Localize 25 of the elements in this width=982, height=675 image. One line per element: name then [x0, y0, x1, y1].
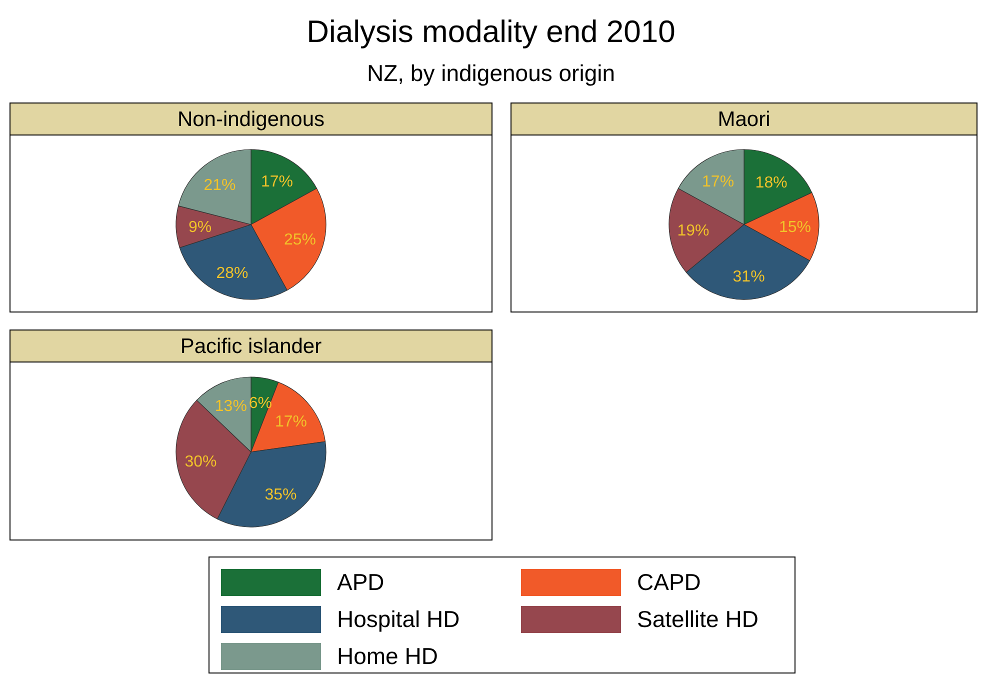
legend-label: APD	[337, 569, 384, 595]
data-label: 17%	[702, 174, 734, 191]
chart-title: Pacific islander	[180, 335, 322, 358]
data-label: 18%	[755, 174, 788, 192]
chart-title: Non-indigenous	[177, 108, 325, 131]
chart-title: Maori	[718, 108, 770, 131]
data-label: 17%	[275, 413, 308, 430]
data-label: 30%	[184, 454, 217, 471]
data-label: 9%	[188, 219, 212, 236]
legend-label: Hospital HD	[337, 606, 460, 632]
data-label: 13%	[214, 398, 247, 416]
legend-label: Satellite HD	[637, 606, 758, 632]
data-label: 15%	[778, 219, 811, 236]
data-label: 19%	[677, 222, 710, 240]
text: Dialysis modality end 2010	[306, 14, 676, 49]
data-label: 6%	[248, 394, 272, 412]
data-label: 28%	[216, 264, 248, 282]
data-label: 21%	[204, 177, 236, 194]
text: NZ, by indigenous origin	[366, 60, 616, 86]
data-label: 31%	[732, 268, 765, 286]
data-label: 35%	[264, 486, 297, 504]
legend-label: Home HD	[337, 643, 438, 669]
legend-label: CAPD	[637, 569, 701, 595]
data-label: 25%	[284, 232, 316, 249]
data-label: 17%	[260, 174, 293, 191]
